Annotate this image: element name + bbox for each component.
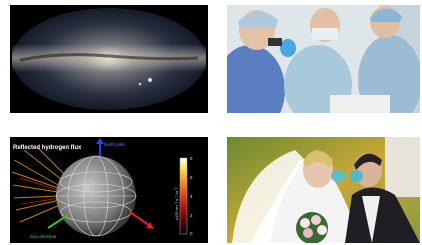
page: Reflected hydrogen flux North pole Sun d… — [0, 0, 422, 245]
colorbar-label: x10⁸ cm⁻² s⁻¹ sr⁻¹ — [174, 187, 179, 220]
bouquet — [296, 212, 328, 244]
plot-title: Reflected hydrogen flux — [13, 145, 82, 151]
sun-label: Sun direction — [30, 234, 57, 239]
galaxy-image — [10, 5, 208, 113]
colorbar — [180, 158, 187, 234]
image-grid: Reflected hydrogen flux North pole Sun d… — [0, 0, 422, 245]
north-label: North pole — [104, 142, 125, 147]
surgery-image — [215, 5, 422, 135]
wedding-image — [227, 137, 420, 244]
flux-plot-image: Reflected hydrogen flux North pole Sun d… — [10, 137, 208, 243]
